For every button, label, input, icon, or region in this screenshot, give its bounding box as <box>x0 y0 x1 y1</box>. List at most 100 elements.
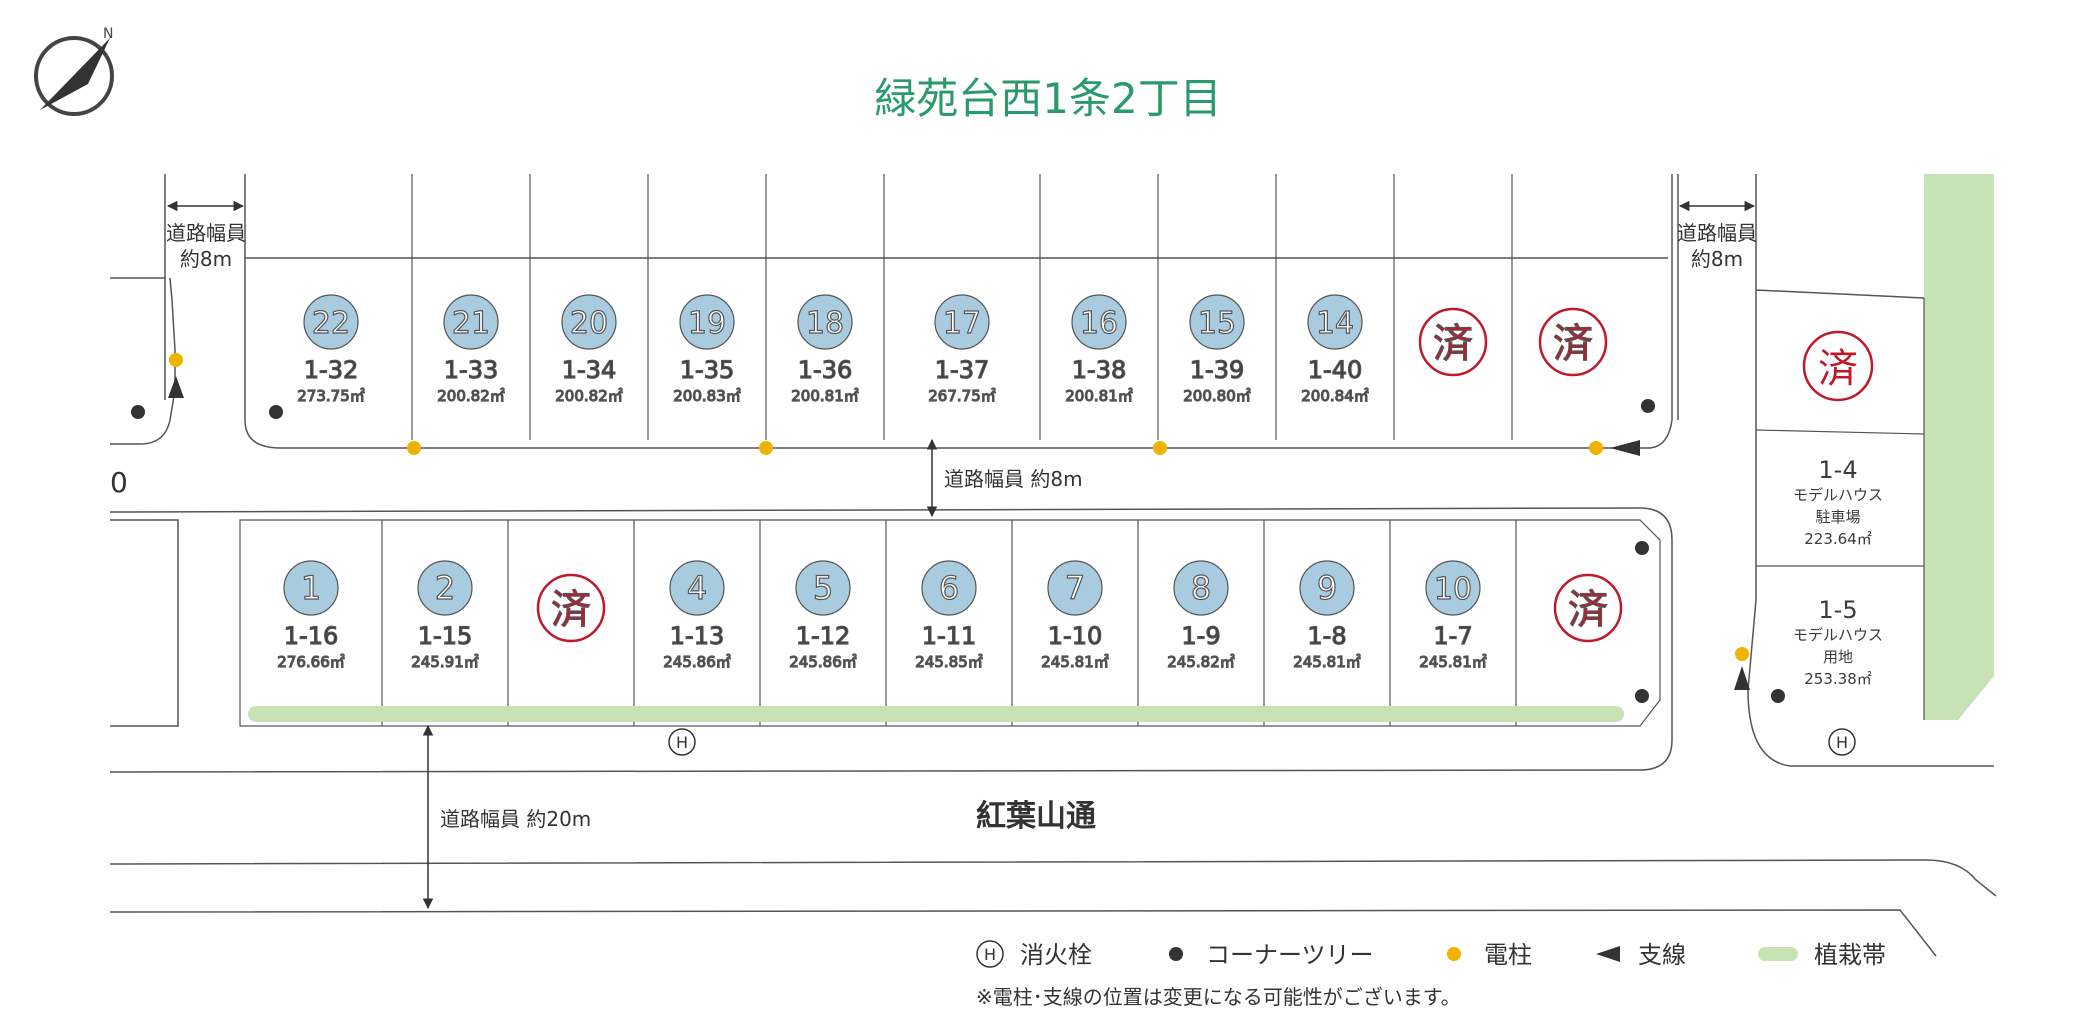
south-lot[interactable]: 6 1-11 245.85㎡ <box>915 560 983 672</box>
south-lot[interactable]: 済 <box>1553 573 1623 643</box>
lot-area: 223.64㎡ <box>1804 530 1872 548</box>
south-lot[interactable]: 8 1-9 245.82㎡ <box>1167 560 1235 672</box>
south-lot[interactable]: 2 1-15 245.91㎡ <box>411 560 479 672</box>
legend-label: 支線 <box>1638 941 1686 969</box>
lot-number-badge: 6 <box>921 560 977 616</box>
lot-area: 245.85㎡ <box>915 653 983 671</box>
lot-area: 245.86㎡ <box>663 653 731 671</box>
corner-tree-icon <box>1641 399 1655 413</box>
north-lot[interactable]: 16 1-38 200.81㎡ <box>1065 294 1133 406</box>
lot-id: 1-35 <box>680 356 734 384</box>
north-lot[interactable]: 22 1-32 273.75㎡ <box>297 294 365 406</box>
east-lot[interactable]: 済 <box>1802 330 1874 402</box>
right-road-width-label-1: 道路幅員 <box>1677 221 1757 245</box>
guy-wire-icon <box>1610 440 1640 456</box>
lot-area: 273.75㎡ <box>297 387 365 405</box>
sold-label: 済 <box>1433 321 1473 367</box>
legend-label: 消火栓 <box>1020 941 1092 969</box>
lot-area: 200.84㎡ <box>1301 387 1369 405</box>
lot-id: 1-39 <box>1190 356 1244 384</box>
lot-id: 1-33 <box>444 356 498 384</box>
main-road-name: 紅葉山通 <box>976 799 1096 834</box>
south-lot[interactable]: 済 <box>536 573 606 643</box>
corner-tree-icon <box>1635 541 1649 555</box>
utility-pole-icon <box>407 441 421 455</box>
south-lot[interactable]: 7 1-10 245.81㎡ <box>1041 560 1109 672</box>
lot-number: 6 <box>939 569 959 607</box>
sold-stamp-icon: 済 <box>1553 573 1623 643</box>
guy-wire-icon <box>168 376 184 398</box>
corner-tree-icon <box>1169 947 1183 961</box>
utility-pole-icon <box>1153 441 1167 455</box>
south-lot[interactable]: 10 1-7 245.81㎡ <box>1419 560 1487 672</box>
lot-id: 1-40 <box>1308 356 1362 384</box>
fire-hydrant-icon: H <box>976 940 1004 968</box>
lot-note: モデルハウス <box>1793 626 1883 644</box>
lot-id: 1-37 <box>935 356 989 384</box>
north-lot[interactable]: 17 1-37 267.75㎡ <box>928 294 996 406</box>
legend-item: コーナーツリー <box>1169 941 1374 969</box>
south-lot[interactable]: 4 1-13 245.86㎡ <box>663 560 731 672</box>
lot-id: 1-7 <box>1433 622 1472 650</box>
utility-pole-icon <box>1447 947 1461 961</box>
east-lot-column <box>1755 298 1925 720</box>
north-lot[interactable]: 19 1-35 200.83㎡ <box>673 294 741 406</box>
north-lot[interactable]: 20 1-34 200.82㎡ <box>555 294 623 406</box>
legend: H 消火栓 コーナーツリー 電柱 支線 植栽帯 <box>976 940 1886 969</box>
lot-number: 21 <box>452 306 490 341</box>
lot-id: 1-13 <box>670 622 724 650</box>
utility-pole-icon <box>1589 441 1603 455</box>
hydrant-symbol: H <box>1836 733 1848 752</box>
lot-id: 1-12 <box>796 622 850 650</box>
north-lot[interactable]: 済 <box>1418 307 1488 377</box>
lot-note: 駐車場 <box>1815 508 1860 526</box>
lot-number: 7 <box>1065 569 1085 607</box>
lot-id: 1-8 <box>1307 622 1346 650</box>
legend-item: 電柱 <box>1447 941 1532 969</box>
lot-number: 20 <box>570 306 608 341</box>
south-lot[interactable]: 9 1-8 245.81㎡ <box>1293 560 1361 672</box>
lot-area: 245.81㎡ <box>1041 653 1109 671</box>
lot-area: 276.66㎡ <box>277 653 345 671</box>
legend-item: 支線 <box>1596 941 1686 969</box>
north-lot[interactable]: 14 1-40 200.84㎡ <box>1301 294 1369 406</box>
legend-label: 電柱 <box>1484 941 1532 969</box>
south-lot[interactable]: 1 1-16 276.66㎡ <box>277 560 345 672</box>
north-lot[interactable]: 21 1-33 200.82㎡ <box>437 294 505 406</box>
sold-label: 済 <box>551 587 591 633</box>
south-lot[interactable]: 5 1-12 245.86㎡ <box>789 560 857 672</box>
lot-number: 5 <box>813 569 833 607</box>
corner-tree-icon <box>1635 689 1649 703</box>
north-lot-row: 22 1-32 273.75㎡ 21 1-33 200.82㎡ 20 1-34 200.82㎡ 1… <box>297 174 1608 440</box>
north-lot[interactable]: 18 1-36 200.81㎡ <box>791 294 859 406</box>
lot-number-badge: 18 <box>797 294 853 350</box>
lot-number-badge: 21 <box>443 294 499 350</box>
fire-hydrant-icon: H <box>668 728 696 756</box>
lot-number: 2 <box>435 569 455 607</box>
north-lot[interactable]: 済 <box>1538 307 1608 377</box>
south-lot-row: 1 1-16 276.66㎡ 2 1-15 245.91㎡ 済 4 1-13 245.86㎡ 5 1-… <box>239 519 1661 727</box>
guy-wire-icon <box>1734 666 1750 690</box>
lot-number: 17 <box>943 306 981 341</box>
lot-area: 245.86㎡ <box>789 653 857 671</box>
guy-wire-icon <box>1596 946 1620 962</box>
lot-number-badge: 22 <box>303 294 359 350</box>
road-width-arrows <box>166 200 1756 910</box>
lot-id: 1-34 <box>562 356 616 384</box>
lot-number-badge: 14 <box>1307 294 1363 350</box>
lot-number-badge: 16 <box>1071 294 1127 350</box>
lot-number-badge: 5 <box>795 560 851 616</box>
planting-strip-icon <box>1758 947 1798 961</box>
lot-id: 1-11 <box>922 622 976 650</box>
sold-stamp-icon: 済 <box>1538 307 1608 377</box>
right-road-width-label-2: 約8m <box>1691 247 1743 271</box>
road-outlines <box>109 174 1997 957</box>
left-road-width-label-2: 約8m <box>180 247 232 271</box>
planting-strip-south <box>248 706 1624 722</box>
north-lot[interactable]: 15 1-39 200.80㎡ <box>1183 294 1251 406</box>
lot-area: 200.80㎡ <box>1183 387 1251 405</box>
compass-label: N <box>103 26 113 42</box>
lot-number: 16 <box>1080 306 1118 341</box>
